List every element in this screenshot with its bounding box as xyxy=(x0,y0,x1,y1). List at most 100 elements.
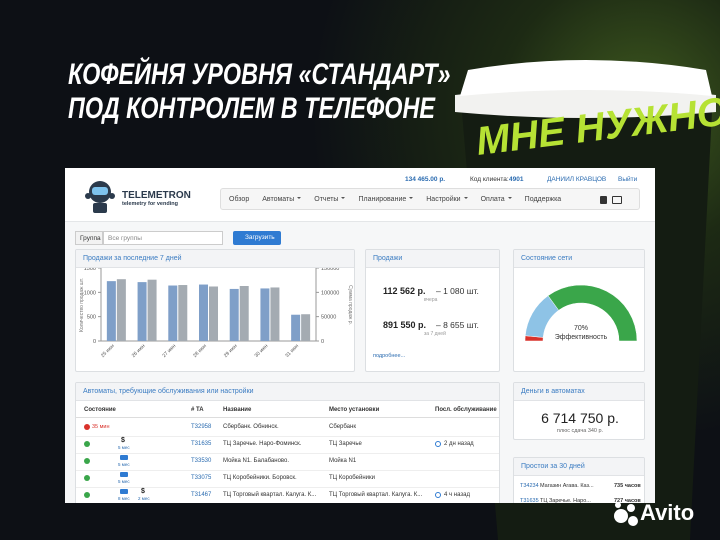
machine-name: Мойка N1. Балабаново. xyxy=(223,458,290,464)
nav-item[interactable]: Оплата xyxy=(481,196,512,203)
caret xyxy=(507,196,512,201)
cup-lid xyxy=(455,87,716,118)
nav-item[interactable]: Настройки xyxy=(426,196,468,203)
bar xyxy=(147,279,157,341)
bar xyxy=(178,285,188,341)
sales-period: за 7 дней xyxy=(424,331,446,337)
panel-title: Простои за 30 дней xyxy=(514,458,644,476)
ok-icon xyxy=(84,492,90,498)
column-header: # ТА xyxy=(191,407,204,413)
divider xyxy=(76,470,499,471)
x-tick-label: 25 июн xyxy=(100,343,116,359)
y-tick-label: 1500 xyxy=(84,268,96,272)
truck-icon xyxy=(120,472,128,477)
watermark-logo xyxy=(614,502,638,526)
machine-place: Сбербанк xyxy=(329,424,356,430)
sales-amount: 112 562 р. xyxy=(383,286,426,296)
machine-place: ТЦ Торговый квартал. Калуга. К... xyxy=(329,492,423,498)
machine-id[interactable]: Т33075 xyxy=(191,475,212,481)
cash-icon: $ xyxy=(141,488,145,495)
y2-tick-label: 50000 xyxy=(321,315,336,321)
bar xyxy=(291,314,301,341)
nav-item[interactable]: Обзор xyxy=(229,195,250,203)
more-link[interactable]: подробнее... xyxy=(373,353,406,359)
ok-icon xyxy=(84,441,90,447)
bar xyxy=(239,286,249,341)
nav-item[interactable]: Поддержка xyxy=(524,195,562,203)
headline: ПОД КОНТРОЛЕМ В ТЕЛЕФОНЕ xyxy=(68,92,436,125)
bar xyxy=(229,288,239,341)
machine-name: ТЦ Заречье. Наро... xyxy=(540,498,591,503)
brand-name: TELEMETRON xyxy=(122,190,191,201)
y2-tick-label: 0 xyxy=(321,339,324,345)
panel-title: Деньги в автоматах xyxy=(514,383,644,401)
balance[interactable]: 134 465.00 р. xyxy=(405,176,446,183)
x-tick-label: 30 июн xyxy=(254,343,270,359)
ok-icon xyxy=(84,475,90,481)
sales-count: – 1 080 шт. xyxy=(436,286,479,296)
cash-icon: $ xyxy=(121,437,125,444)
watermark: Avito xyxy=(640,500,695,525)
nav-item[interactable]: Отчеты xyxy=(314,196,346,203)
clock-icon xyxy=(435,441,441,447)
machine-place: ТЦ Заречье xyxy=(329,441,362,447)
alert-time: 35 мин xyxy=(92,424,110,430)
bar xyxy=(137,282,147,341)
x-tick-label: 27 июн xyxy=(161,343,177,359)
last-service: 2 дн назад xyxy=(444,441,474,447)
bar xyxy=(209,286,218,341)
alert-icon xyxy=(84,424,90,430)
divider xyxy=(76,453,499,454)
icon[interactable] xyxy=(600,196,607,204)
machine-place: ТЦ Коробейники xyxy=(329,475,375,481)
column-header: Название xyxy=(223,407,252,413)
panel-title: Продажи xyxy=(366,250,499,268)
filter-select[interactable]: Все группы xyxy=(103,231,223,245)
sales-period: вчера xyxy=(424,297,438,303)
graphic: 0 500 1000 1500 0 50000 100000 150000 Количество… xyxy=(79,268,353,359)
x-tick-label: 26 июн xyxy=(131,343,147,359)
load-button[interactable]: Загрузить xyxy=(233,231,281,245)
caret xyxy=(297,196,302,201)
status-age: 5 мес xyxy=(118,479,130,484)
y2-tick-label: 150000 xyxy=(321,268,339,272)
logout[interactable]: Выйти xyxy=(618,176,638,183)
machine-name: ТЦ Заречье. Наро-Фоминск. xyxy=(223,441,302,447)
client-label: Код клиента: xyxy=(470,176,509,183)
machine-id[interactable]: Т31467 xyxy=(191,492,212,498)
machine-id[interactable]: Т31635 xyxy=(191,441,212,447)
bar xyxy=(106,281,116,341)
machine-name: Магазин Агава. Каз... xyxy=(540,483,594,489)
filter-label: Группа xyxy=(75,231,103,245)
gauge-segment xyxy=(547,284,638,342)
panel-title: Состояние сети xyxy=(514,250,644,268)
client-code: 4901 xyxy=(509,176,524,183)
downtime-hours: 727 часов xyxy=(614,498,641,503)
status-age: 5 мес xyxy=(118,462,130,467)
user[interactable]: ДАНИИЛ КРАВЦОВ xyxy=(547,176,607,183)
x-tick-label: 31 июн xyxy=(284,343,300,359)
nav-item[interactable]: Автоматы xyxy=(262,196,302,203)
money-panel: Деньги в автоматах 6 714 750 р. плюс сдача… xyxy=(513,382,645,440)
status-age: 8 мес xyxy=(118,496,130,501)
ok-icon xyxy=(84,458,90,464)
machine-id[interactable]: Т34234 xyxy=(520,483,539,489)
bar xyxy=(301,314,311,341)
machine-id[interactable]: Т32958 xyxy=(191,424,212,430)
x-tick-label: 29 июн xyxy=(223,343,239,359)
y-tick-label: 500 xyxy=(87,315,96,321)
bar xyxy=(116,279,126,341)
bar xyxy=(168,285,178,341)
y-tick-label: 1000 xyxy=(84,290,96,296)
icon[interactable] xyxy=(612,196,622,204)
dashboard: TELEMETRON telemetry for vending 134 465.0… xyxy=(65,168,655,503)
cup-lid-top xyxy=(460,60,712,96)
machine-name: ТЦ Коробейники. Боровск. xyxy=(223,475,297,481)
machine-id[interactable]: Т33530 xyxy=(191,458,212,464)
gauge-value: 70% xyxy=(574,325,588,332)
caret xyxy=(463,196,468,201)
money-change: плюс сдача 340 р. xyxy=(556,428,604,434)
nav-item[interactable]: Планирование xyxy=(358,196,414,203)
machine-id[interactable]: Т31635 xyxy=(520,498,539,503)
brand-tagline: telemetry for vending xyxy=(122,201,178,207)
